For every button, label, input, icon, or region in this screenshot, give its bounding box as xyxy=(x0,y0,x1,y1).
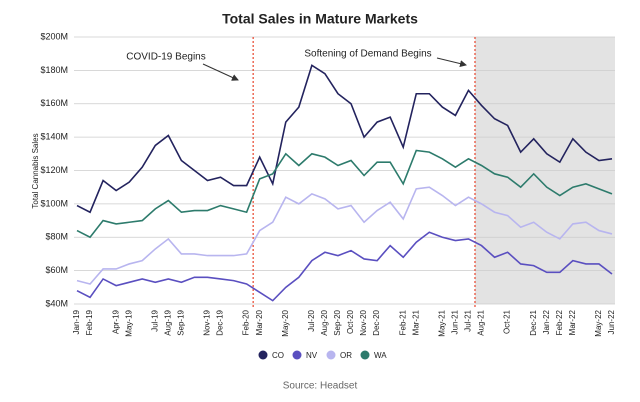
x-tick-label: Feb-19 xyxy=(85,309,94,335)
x-tick-label: Feb-21 xyxy=(398,309,407,335)
x-tick-label: Aug-20 xyxy=(320,309,329,335)
x-tick-label: May-20 xyxy=(281,309,290,336)
y-tick-label: $140M xyxy=(40,132,68,142)
y-tick-label: $120M xyxy=(40,165,68,175)
x-tick-label: May-21 xyxy=(437,309,446,336)
annotation: COVID-19 Begins xyxy=(126,52,205,63)
x-tick-label: Nov-19 xyxy=(203,309,212,335)
line-series xyxy=(76,149,613,239)
y-tick-label: $100M xyxy=(40,198,68,208)
legend-marker xyxy=(360,350,370,360)
x-tick-label: Mar-21 xyxy=(411,309,420,335)
x-tick-label: Dec-19 xyxy=(216,309,225,335)
y-tick-label: $200M xyxy=(40,31,68,41)
x-tick-label: Mar-20 xyxy=(255,309,264,335)
x-tick-label: Oct-20 xyxy=(346,309,355,334)
x-tick-label: Sep-20 xyxy=(333,309,342,335)
legend-marker xyxy=(326,350,336,360)
x-tick-label: Jan-19 xyxy=(72,309,81,334)
x-tick-label: Jan-22 xyxy=(542,309,551,334)
x-tick-label: Oct-21 xyxy=(503,309,512,334)
line-series xyxy=(76,186,613,285)
x-tick-label: Sep-19 xyxy=(176,309,185,335)
source: Source: Headset xyxy=(283,381,358,392)
legend-label: WA xyxy=(374,351,387,360)
x-tick-label: Dec-21 xyxy=(529,309,538,335)
y-tick-label: $160M xyxy=(40,98,68,108)
x-tick-label: Jul-21 xyxy=(464,309,473,331)
annotation-arrow xyxy=(202,63,239,81)
x-tick-label: Feb-20 xyxy=(242,309,251,335)
x-tick-label: Jun-21 xyxy=(451,309,460,334)
annotation: Softening of Demand Begins xyxy=(304,49,431,60)
legend-marker xyxy=(292,350,302,360)
y-tick-label: $40M xyxy=(45,298,68,308)
x-tick-label: Aug-21 xyxy=(477,309,486,335)
legend-label: NV xyxy=(306,351,318,360)
legend-marker xyxy=(258,350,268,360)
y-tick-label: $60M xyxy=(45,265,68,275)
legend-label: OR xyxy=(340,351,352,360)
annotation-arrow xyxy=(436,57,467,67)
x-tick-label: Mar-22 xyxy=(568,309,577,335)
x-tick-label: Jul-20 xyxy=(307,309,316,331)
x-tick-label: Jul-19 xyxy=(150,309,159,331)
chart-title: Total Sales in Mature Markets xyxy=(222,11,418,27)
x-tick-label: May-22 xyxy=(594,309,603,336)
line-series xyxy=(76,231,613,302)
x-tick-label: Aug-19 xyxy=(163,309,172,335)
y-axis-title: Total Cannabis Sales xyxy=(31,133,40,208)
x-tick-label: May-19 xyxy=(124,309,133,336)
y-tick-label: $180M xyxy=(40,65,68,75)
x-tick-label: Feb-22 xyxy=(555,309,564,335)
x-tick-label: Apr-19 xyxy=(111,309,120,334)
x-tick-label: Jun-22 xyxy=(607,309,616,334)
x-tick-label: Dec-20 xyxy=(372,309,381,335)
y-tick-label: $80M xyxy=(45,232,68,242)
x-tick-label: Nov-20 xyxy=(359,309,368,335)
line-series xyxy=(76,64,613,214)
legend-label: CO xyxy=(272,351,284,360)
